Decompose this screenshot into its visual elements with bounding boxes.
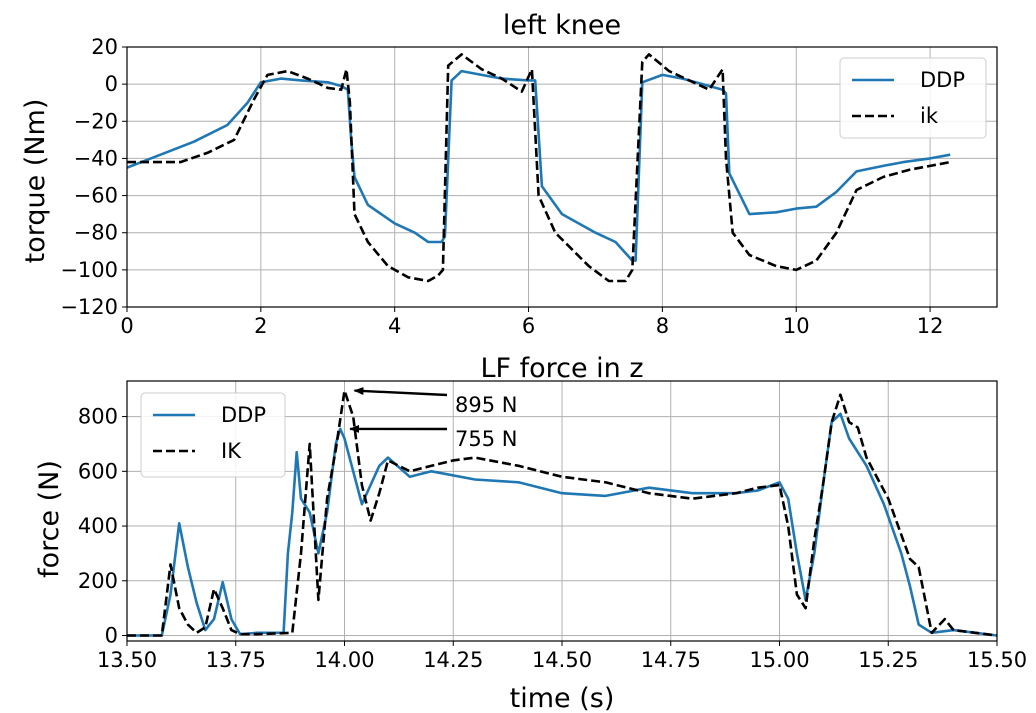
y-tick-label: 200 xyxy=(78,569,118,593)
x-tick-label: 2 xyxy=(254,314,267,338)
series-line-ddp xyxy=(127,412,997,637)
legend: DDP ik xyxy=(839,57,987,139)
x-axis-label: time (s) xyxy=(510,683,615,713)
series-line-ik xyxy=(127,389,997,637)
x-tick-label: 10 xyxy=(783,314,810,338)
annotation-label: 895 N xyxy=(455,393,517,417)
tick-labels: 13.50 13.75 14.00 14.25 14.50 14.75 15.00 15.25… xyxy=(78,405,1027,672)
x-tick-label: 4 xyxy=(388,314,401,338)
annotation-label: 755 N xyxy=(455,427,517,451)
annotation-arrow xyxy=(353,387,448,397)
y-tick-label: 0 xyxy=(105,72,118,96)
y-tick-label: −120 xyxy=(60,295,118,319)
y-tick-label: −60 xyxy=(74,184,118,208)
x-tick-label: 6 xyxy=(522,314,535,338)
left-knee-chart: left knee torque (Nm) 0 2 4 6 8 10 12 −120 −100 −… xyxy=(20,10,998,338)
y-tick-label: 800 xyxy=(78,405,118,429)
y-axis-label: force (N) xyxy=(34,460,65,578)
x-tick-label: 12 xyxy=(917,314,944,338)
x-tick-label: 13.50 xyxy=(97,648,157,672)
series-line-ik xyxy=(127,53,951,283)
legend-box xyxy=(839,57,987,139)
x-tick-label: 13.75 xyxy=(206,648,266,672)
tick-labels: 0 2 4 6 8 10 12 −120 −100 −80 −60 −40 −20 0 20 xyxy=(60,35,943,338)
series-lines xyxy=(127,389,997,637)
series-line-ddp xyxy=(127,69,951,262)
plot-frame xyxy=(126,46,998,308)
x-tick-label: 14.00 xyxy=(314,648,374,672)
x-tick-label: 15.50 xyxy=(967,648,1027,672)
chart-title: LF force in z xyxy=(480,353,643,384)
lf-force-chart: LF force in z time (s) force (N) 13.50 13… xyxy=(34,353,1027,713)
x-tick-label: 8 xyxy=(656,314,669,338)
x-tick-label: 14.75 xyxy=(641,648,701,672)
y-tick-label: −100 xyxy=(60,258,118,282)
x-tick-label: 14.25 xyxy=(423,648,483,672)
legend-label: IK xyxy=(221,439,242,463)
y-tick-label: −40 xyxy=(74,146,118,170)
y-tick-label: 400 xyxy=(78,514,118,538)
y-tick-label: −80 xyxy=(74,221,118,245)
chart-title: left knee xyxy=(503,10,621,41)
legend-label: DDP xyxy=(221,403,266,427)
legend-label: DDP xyxy=(920,68,965,92)
y-tick-label: −20 xyxy=(74,109,118,133)
x-tick-label: 15.00 xyxy=(749,648,809,672)
annotations: 895 N 755 N xyxy=(349,387,517,451)
x-tick-label: 15.25 xyxy=(858,648,918,672)
series-lines xyxy=(127,53,951,283)
y-axis-label: torque (Nm) xyxy=(20,99,51,264)
y-tick-label: 20 xyxy=(91,35,118,59)
x-tick-label: 0 xyxy=(120,314,133,338)
y-tick-label: 0 xyxy=(105,624,118,648)
x-tick-label: 14.50 xyxy=(532,648,592,672)
y-tick-label: 600 xyxy=(78,459,118,483)
legend-label: ik xyxy=(920,104,939,128)
legend: DDP IK xyxy=(140,392,286,478)
